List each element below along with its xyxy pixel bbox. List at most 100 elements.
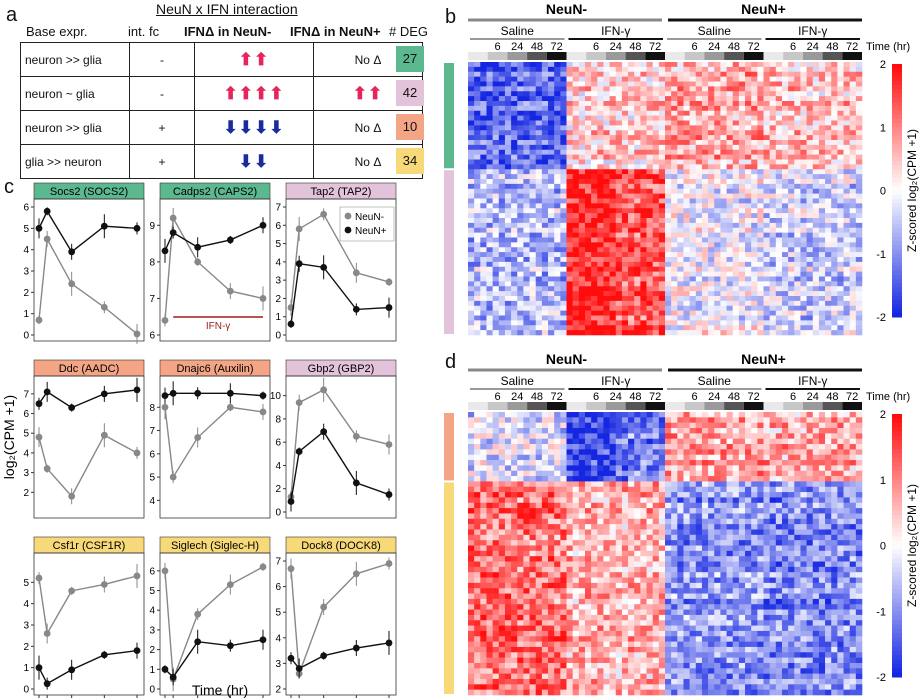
heatmap-cell: [578, 66, 586, 73]
heatmap-cell: [831, 66, 838, 73]
heatmap-cell: [548, 120, 555, 126]
heatmap-cell: [701, 286, 709, 292]
heatmap-cell: [708, 438, 715, 445]
heatmap-cell: [504, 237, 512, 243]
heatmap-cell: [597, 149, 604, 155]
heatmap-cell: [732, 428, 740, 434]
heatmap-cell: [517, 144, 524, 151]
heatmap-cell: [775, 222, 783, 229]
heatmap-cell: [615, 325, 623, 331]
heatmap-cell: [597, 412, 604, 418]
heatmap-cell: [492, 81, 500, 87]
heatmap-cell: [781, 110, 789, 116]
heatmap-cell: [825, 115, 832, 121]
heatmap-cell: [695, 120, 703, 126]
heatmap-cell: [634, 198, 641, 204]
heatmap-cell: [794, 140, 801, 146]
heatmap-cell: [665, 502, 672, 509]
heatmap-cell: [825, 66, 832, 73]
heatmap-cell: [677, 62, 684, 68]
heatmap-cell: [658, 96, 666, 102]
heatmap-cell: [535, 257, 543, 263]
heatmap-cell: [597, 428, 604, 434]
heatmap-cell: [658, 115, 666, 121]
heatmap-cell: [769, 271, 777, 277]
heatmap-cell: [566, 66, 573, 73]
heatmap-cell: [837, 476, 844, 482]
heatmap-cell: [806, 188, 814, 194]
heatmap-cell: [511, 213, 518, 219]
heatmap-cell: [781, 310, 789, 316]
heatmap-cell: [548, 71, 555, 77]
heatmap-cell: [769, 164, 777, 170]
heatmap-cell: [646, 159, 653, 165]
heatmap-cell: [621, 481, 629, 488]
heatmap-cell: [609, 454, 617, 461]
heatmap-cell: [800, 266, 807, 272]
heatmap-cell: [769, 417, 777, 423]
heatmap-cell: [566, 208, 573, 214]
heatmap-cell: [591, 470, 598, 477]
heatmap-cell: [517, 325, 524, 331]
heatmap-cell: [757, 257, 764, 263]
heatmap-cell: [689, 66, 697, 73]
heatmap-cell: [646, 198, 653, 204]
heatmap-cell: [646, 125, 653, 131]
heatmap-cell: [578, 62, 586, 68]
heatmap-cell: [677, 502, 684, 509]
heatmap-cell: [695, 438, 703, 445]
heatmap-cell: [843, 497, 850, 504]
heatmap-cell: [726, 300, 734, 307]
heatmap-cell: [548, 198, 555, 204]
heatmap-cell: [825, 218, 832, 224]
heatmap-cell: [671, 76, 678, 82]
heatmap-cell: [677, 454, 684, 461]
heatmap-cell: [812, 130, 820, 136]
heatmap-cell: [566, 169, 573, 175]
heatmap-cell: [560, 154, 567, 160]
heatmap-cell: [504, 310, 512, 316]
heatmap-cell: [800, 188, 807, 194]
heatmap-cell: [554, 276, 561, 282]
heatmap-cell: [769, 476, 777, 482]
heatmap-cell: [689, 257, 697, 263]
heatmap-cell: [751, 193, 758, 199]
heatmap-cell: [517, 257, 524, 263]
heatmap-cell: [671, 497, 678, 504]
heatmap-cell: [849, 222, 857, 229]
heatmap-cell: [523, 481, 530, 488]
heatmap-cell: [591, 428, 598, 434]
heatmap-cell: [658, 261, 666, 268]
heatmap-cell: [554, 115, 561, 121]
heatmap-cell: [708, 276, 715, 282]
heatmap-cell: [572, 110, 580, 116]
heatmap-cell: [738, 486, 746, 493]
heatmap-cell: [695, 169, 703, 175]
heatmap-cell: [812, 144, 820, 151]
heatmap-cell: [560, 149, 567, 155]
heatmap-cell: [769, 76, 777, 82]
heatmap-cell: [794, 222, 801, 229]
heatmap-cell: [837, 291, 844, 297]
heatmap-cell: [535, 203, 543, 209]
heatmap-cell: [634, 444, 641, 450]
heatmap-cell: [818, 140, 826, 146]
heatmap-cell: [745, 227, 752, 233]
heatmap-cell: [763, 140, 770, 146]
heatmap-cell: [492, 310, 500, 316]
heatmap-cell: [714, 174, 721, 180]
heatmap-cell: [738, 179, 746, 185]
heatmap-cell: [831, 135, 838, 141]
heatmap-cell: [560, 86, 567, 92]
heatmap-cell: [504, 218, 512, 224]
heatmap-cell: [720, 460, 727, 466]
heatmap-cell: [652, 198, 660, 204]
heatmap-cell: [480, 66, 487, 73]
heatmap-cell: [529, 481, 537, 488]
heatmap-cell: [652, 179, 660, 185]
heatmap-cell: [628, 105, 635, 112]
heatmap-cell: [781, 179, 789, 185]
heatmap-cell: [646, 208, 653, 214]
heatmap-cell: [554, 222, 561, 229]
heatmap-cell: [603, 96, 610, 102]
